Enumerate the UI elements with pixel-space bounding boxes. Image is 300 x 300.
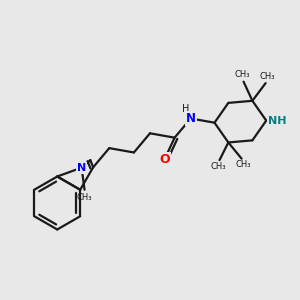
Text: NH: NH <box>268 116 286 126</box>
Text: CH₃: CH₃ <box>77 193 92 202</box>
Text: CH₃: CH₃ <box>235 160 251 169</box>
Text: N: N <box>186 112 196 125</box>
Text: CH₃: CH₃ <box>210 163 226 172</box>
Text: N: N <box>77 163 86 172</box>
Text: H: H <box>182 104 189 114</box>
Text: O: O <box>159 153 169 166</box>
Text: CH₃: CH₃ <box>234 70 250 79</box>
Text: CH₃: CH₃ <box>260 72 275 81</box>
